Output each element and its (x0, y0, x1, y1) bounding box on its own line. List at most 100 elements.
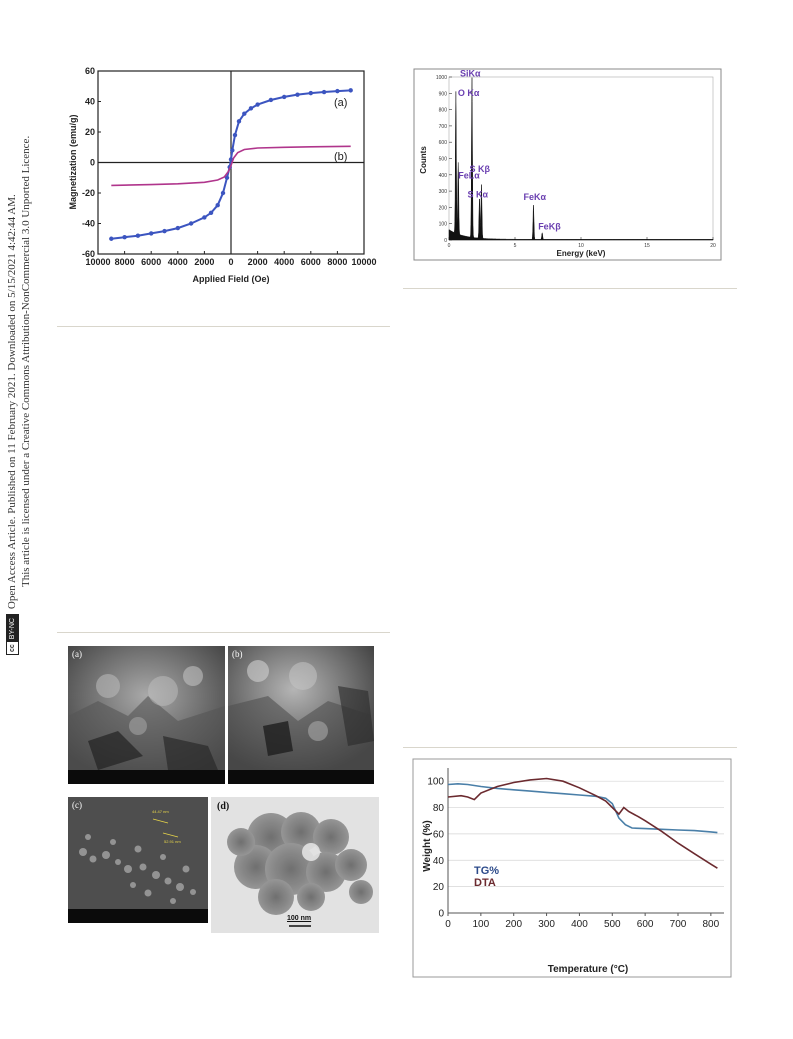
vsm-label-a: (a) (334, 97, 347, 109)
vsm-point-a (255, 102, 260, 107)
tga-dta-line (447, 777, 718, 869)
vsm-point-a (295, 92, 300, 97)
vsm-series-line-b (111, 145, 351, 187)
edx-x-tick-label: 5 (514, 243, 517, 249)
vsm-x-tick-label: 10000 (85, 257, 110, 267)
vsm-x-tick-label: 4000 (274, 257, 294, 267)
tga-y-tick-label: 100 (427, 777, 444, 788)
vsm-x-tick-label: 8000 (115, 257, 135, 267)
sem-c-annotation-2: 52.91 nm (164, 839, 181, 844)
tga-y-tick-label: 60 (433, 829, 445, 840)
edx-y-tick-label: 300 (439, 189, 448, 195)
vsm-point-a (232, 132, 238, 138)
sem-image-a: (a) (68, 646, 225, 784)
edx-x-tick-label: 20 (710, 243, 716, 249)
rule-left-1 (57, 326, 390, 327)
tga-y-tick-label: 20 (433, 882, 445, 893)
sem-image-c: 44.47 nm 52.91 nm (c) (68, 797, 208, 923)
vsm-point-a (175, 225, 180, 231)
sem-b-infobar (228, 770, 374, 784)
tga-legend-tg: TG% (474, 865, 499, 877)
tga-y-tick-label: 40 (433, 856, 445, 867)
publication-info: Open Access Article. Published on 11 Feb… (6, 194, 18, 610)
cc-license-badge[interactable]: cc BY-NC (5, 614, 19, 655)
tga-legend-dta: DTA (474, 877, 496, 889)
edx-xlabel: Energy (keV) (557, 249, 606, 258)
edx-y-tick-label: 100 (439, 222, 448, 228)
vsm-point-a (230, 148, 235, 153)
sem-a-label: (a) (72, 649, 82, 659)
rule-left-2 (57, 632, 390, 633)
sem-c-infobar (68, 909, 208, 923)
vsm-point-a (308, 90, 313, 96)
vsm-x-tick-label: 2000 (194, 257, 214, 267)
vsm-y-tick-label: 0 (90, 158, 95, 168)
edx-peak-label: S Kα (467, 189, 488, 199)
tem-d-label: (d) (217, 801, 230, 812)
sem-image-b: (b) (228, 646, 374, 784)
tga-y-tick-label: 80 (433, 803, 445, 814)
tga-x-tick-label: 200 (505, 919, 522, 930)
vsm-chart: 10000 8000 6000 4000 2000 0 2000 4000 6000 8000 10… (68, 66, 377, 284)
vsm-y-tick-label: 60 (85, 66, 95, 76)
tga-x-tick-label: 600 (637, 919, 654, 930)
edx-y-tick-label: 500 (439, 157, 448, 163)
tga-chart: 0 20 40 60 80 100 0 100 200 300 400 500 600 700 800 TG… (412, 758, 732, 978)
vsm-point-a (109, 236, 114, 241)
edx-y-tick-label: 1000 (436, 75, 447, 81)
edx-peak-label: SiKα (460, 68, 481, 78)
vsm-x-tick-label: 4000 (168, 257, 188, 267)
vsm-x-tick-label: 2000 (248, 257, 268, 267)
rule-right-1 (403, 288, 737, 289)
vsm-point-a (135, 233, 141, 238)
rule-right-2 (403, 747, 737, 748)
edx-y-tick-label: 700 (439, 124, 448, 130)
vsm-point-a (122, 235, 127, 240)
vsm-x-tick-label: 6000 (141, 257, 161, 267)
vsm-x-tick-label: 0 (228, 257, 233, 267)
edx-peak-label: FeKα (523, 192, 546, 202)
tem-image-d: (d) 100 nm (211, 797, 379, 933)
vsm-y-tick-label: 20 (85, 127, 95, 137)
edx-peak-label: S Kβ (469, 164, 490, 174)
edx-peak-label: FeLα (458, 170, 480, 180)
tga-x-tick-label: 100 (473, 919, 490, 930)
license-statement: This article is licensed under a Creativ… (20, 135, 32, 587)
vsm-point-a (215, 203, 220, 208)
edx-y-tick-label: 400 (439, 173, 448, 179)
edx-y-tick-label: 200 (439, 205, 448, 211)
vsm-x-tick-label: 6000 (301, 257, 321, 267)
tga-x-tick-label: 300 (538, 919, 555, 930)
vsm-xlabel: Applied Field (Oe) (192, 274, 269, 284)
vsm-x-tick-label: 10000 (351, 257, 376, 267)
tga-tg-line (447, 782, 718, 834)
vsm-x-tick-label: 8000 (327, 257, 347, 267)
license-sidebar: cc BY-NC Open Access Article. Published … (4, 0, 44, 655)
edx-peak-label: FeKβ (538, 221, 561, 231)
cc-terms: BY-NC (6, 615, 18, 643)
edx-chart: 0 100 200 300 400 500 600 700 800 900 1000 0 5 10 15 20… (413, 68, 722, 261)
edx-y-tick-label: 900 (439, 91, 448, 97)
edx-x-tick-label: 15 (644, 243, 650, 249)
edx-y-tick-label: 800 (439, 108, 448, 114)
tga-y-tick-label: 0 (438, 909, 444, 920)
vsm-point-a (149, 231, 154, 236)
edx-frame (413, 68, 722, 261)
vsm-point-a (202, 215, 207, 220)
vsm-ylabel: Magnetization (emu/g) (68, 115, 78, 210)
vsm-point-a (208, 210, 214, 216)
vsm-point-a (335, 88, 340, 94)
tga-x-tick-label: 0 (445, 919, 451, 930)
sem-b-label: (b) (232, 649, 243, 659)
tem-scale-bar-label: 100 nm (287, 915, 312, 922)
tga-x-tick-label: 700 (670, 919, 687, 930)
edx-x-tick-label: 0 (448, 243, 451, 249)
vsm-point-a (321, 89, 327, 95)
tga-x-tick-label: 400 (571, 919, 588, 930)
tga-ylabel: Weight (%) (422, 820, 433, 871)
edx-spectrum-trace (448, 77, 714, 241)
vsm-point-a (224, 175, 230, 180)
vsm-point-a (188, 221, 194, 226)
vsm-y-tick-label: -40 (82, 219, 95, 229)
vsm-label-b: (b) (334, 151, 347, 163)
